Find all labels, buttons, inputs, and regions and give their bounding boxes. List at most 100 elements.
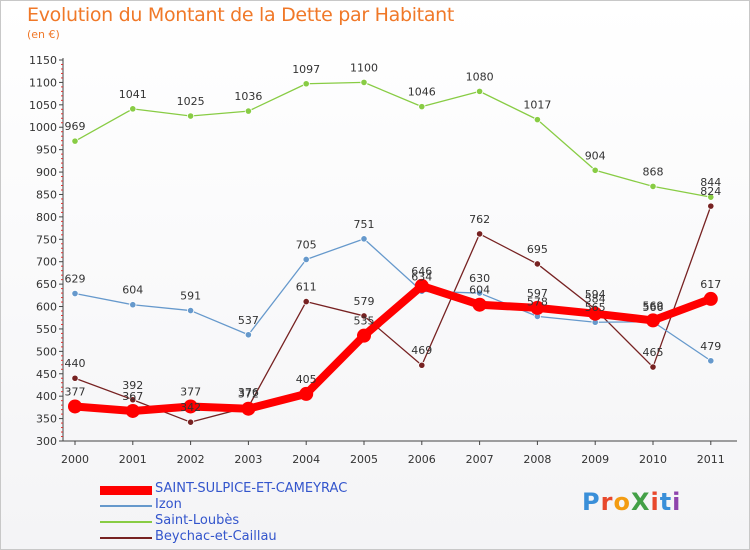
y-tick-label: 1000: [29, 121, 57, 134]
data-label-beychac-et-caillau: 762: [469, 213, 490, 226]
data-point-saint-sulpice-et-cameyrac: [299, 386, 314, 401]
data-point-beychac-et-caillau: [707, 202, 715, 210]
data-label-izon: 630: [469, 272, 490, 285]
data-label-saint-sulpice-et-cameyrac: 569: [643, 299, 664, 312]
data-point-izon: [244, 331, 252, 339]
data-point-saint-sulpice-et-cameyrac: [530, 300, 545, 315]
data-point-beychac-et-caillau: [475, 230, 484, 238]
data-point-beychac-et-caillau: [129, 396, 137, 404]
legend-label: Beychac-et-Caillau: [155, 529, 277, 544]
x-tick-label: 2007: [466, 453, 494, 466]
y-tick-label: 900: [36, 166, 57, 179]
data-point-saint-sulpice-et-cameyrac: [241, 401, 256, 416]
y-tick-label: 1150: [29, 54, 57, 67]
y-tick-label: 350: [36, 413, 57, 426]
legend-swatch: [100, 521, 152, 523]
series-line-saint-loub-s: [74, 81, 711, 198]
data-label-izon: 634: [411, 270, 432, 283]
proxiti-logo: ProXiti: [582, 488, 681, 516]
data-point-izon: [71, 289, 79, 298]
legend-swatch: [100, 537, 152, 539]
logo-letter: o: [613, 488, 631, 516]
x-tick-label: 2009: [581, 453, 609, 466]
y-tick-label: 1100: [29, 76, 57, 89]
data-label-saint-loub-s: 1017: [523, 99, 551, 112]
data-label-izon: 751: [354, 218, 375, 231]
chart-title: Evolution du Montant de la Dette par Hab…: [27, 4, 455, 26]
logo-letter: i: [650, 488, 660, 516]
data-label-beychac-et-caillau: 611: [296, 281, 317, 294]
data-point-saint-sulpice-et-cameyrac: [68, 399, 82, 414]
data-label-beychac-et-caillau: 392: [122, 379, 143, 392]
data-label-saint-loub-s: 868: [643, 165, 664, 178]
data-point-beychac-et-caillau: [187, 418, 195, 426]
data-point-saint-loub-s: [475, 87, 484, 95]
data-point-saint-sulpice-et-cameyrac: [183, 399, 198, 414]
x-tick-label: 2008: [523, 453, 551, 466]
data-point-saint-loub-s: [360, 78, 368, 87]
data-point-beychac-et-caillau: [533, 260, 542, 268]
data-label-saint-sulpice-et-cameyrac: 597: [527, 287, 548, 300]
data-point-beychac-et-caillau: [302, 297, 310, 306]
data-label-saint-loub-s: 1100: [350, 61, 378, 74]
data-point-saint-sulpice-et-cameyrac: [646, 313, 660, 328]
data-label-beychac-et-caillau: 376: [238, 386, 259, 399]
y-tick-label: 850: [36, 188, 57, 201]
data-label-saint-sulpice-et-cameyrac: 535: [354, 315, 375, 328]
data-label-beychac-et-caillau: 469: [411, 344, 432, 357]
data-label-saint-loub-s: 1036: [234, 90, 262, 103]
logo-letter: r: [600, 488, 614, 516]
y-tick-label: 500: [36, 345, 57, 358]
data-point-beychac-et-caillau: [360, 312, 368, 320]
y-tick-label: 750: [36, 233, 57, 246]
data-label-izon: 578: [527, 295, 548, 308]
x-tick-label: 2003: [234, 453, 262, 466]
data-label-izon: 629: [65, 273, 86, 286]
data-label-beychac-et-caillau: 695: [527, 243, 548, 256]
data-label-saint-loub-s: 844: [700, 176, 721, 189]
y-tick-label: 550: [36, 323, 57, 336]
legend-label: Izon: [155, 497, 182, 512]
y-tick-label: 650: [36, 278, 57, 291]
data-point-beychac-et-caillau: [71, 374, 79, 382]
x-tick-label: 2010: [639, 453, 667, 466]
data-point-saint-sulpice-et-cameyrac: [703, 291, 718, 306]
data-label-saint-sulpice-et-cameyrac: 604: [469, 284, 490, 297]
data-label-beychac-et-caillau: 342: [180, 401, 201, 414]
data-label-saint-sulpice-et-cameyrac: 377: [180, 385, 201, 398]
y-tick-label: 450: [36, 368, 57, 381]
y-tick-label: 1050: [29, 99, 57, 112]
y-tick-label: 700: [36, 256, 57, 269]
data-label-saint-sulpice-et-cameyrac: 377: [65, 385, 86, 398]
legend-label: SAINT-SULPICE-ET-CAMEYRAC: [155, 481, 348, 496]
x-tick-label: 2011: [697, 453, 725, 466]
data-point-saint-loub-s: [129, 105, 137, 113]
data-label-saint-sulpice-et-cameyrac: 617: [700, 278, 721, 291]
data-point-saint-sulpice-et-cameyrac: [414, 278, 429, 293]
data-label-izon: 604: [122, 284, 143, 297]
data-label-saint-loub-s: 1041: [119, 88, 147, 101]
y-tick-label: 600: [36, 301, 57, 314]
data-point-saint-loub-s: [187, 112, 195, 120]
data-label-beychac-et-caillau: 594: [585, 288, 606, 301]
x-tick-label: 2004: [292, 453, 320, 466]
data-label-saint-sulpice-et-cameyrac: 367: [122, 390, 143, 403]
data-point-izon: [707, 357, 715, 365]
legend-label: Saint-Loubès: [155, 513, 240, 528]
data-label-saint-loub-s: 904: [585, 149, 606, 162]
data-label-saint-loub-s: 1097: [292, 63, 320, 76]
legend-swatch: [100, 505, 152, 507]
logo-letter: t: [659, 488, 673, 516]
y-tick-label: 950: [36, 144, 57, 157]
data-point-saint-sulpice-et-cameyrac: [357, 328, 371, 343]
data-label-izon: 705: [296, 238, 317, 251]
logo-letter: i: [672, 488, 682, 516]
data-label-saint-loub-s: 969: [65, 120, 86, 133]
data-label-izon: 591: [180, 290, 201, 303]
x-tick-label: 2002: [177, 453, 205, 466]
x-tick-label: 2005: [350, 453, 378, 466]
data-point-saint-loub-s: [302, 80, 310, 88]
data-label-saint-sulpice-et-cameyrac: 646: [411, 265, 432, 278]
